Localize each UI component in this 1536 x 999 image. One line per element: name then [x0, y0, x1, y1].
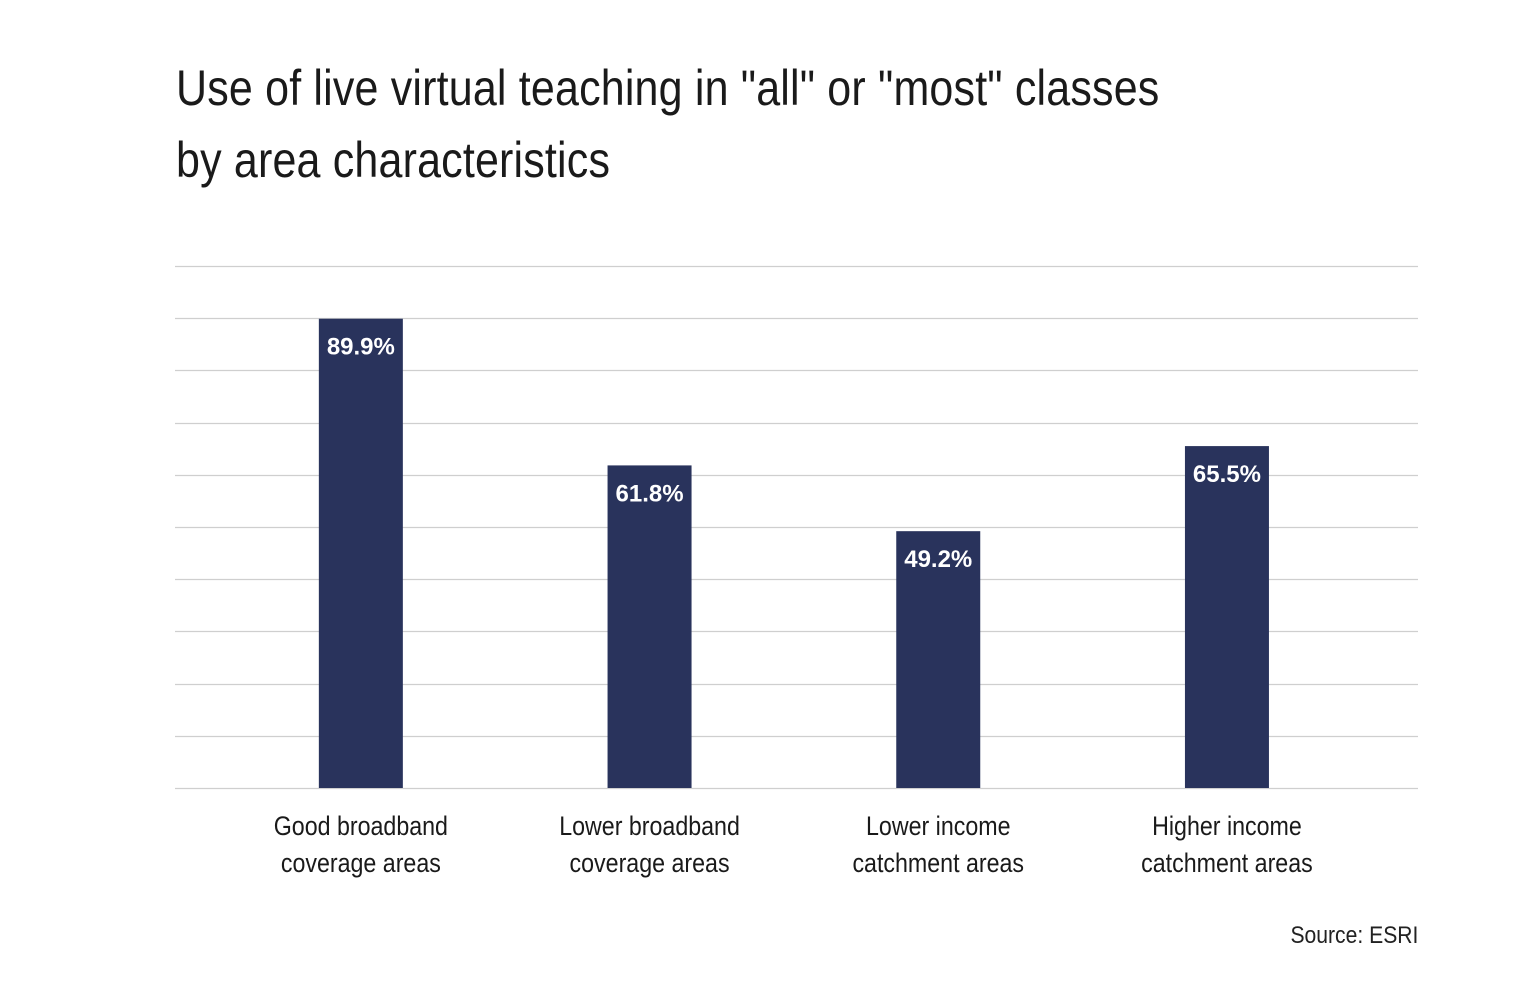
bar — [318, 318, 403, 788]
data-label: 61.8% — [616, 480, 684, 507]
bar — [896, 531, 981, 788]
data-label: 65.5% — [1193, 461, 1261, 488]
category-label: Lower broadband — [559, 811, 740, 841]
category-labels: Good broadband coverage areas Lower broadb… — [274, 811, 1313, 878]
bars — [318, 318, 1269, 788]
category-label: Good broadband — [274, 811, 448, 841]
category-label: coverage areas — [281, 848, 441, 878]
data-labels: 89.9% 61.8% 49.2% 65.5% — [327, 334, 1261, 573]
category-label: catchment areas — [1141, 848, 1313, 878]
chart-title-line-1: Use of live virtual teaching in "all" or… — [176, 60, 1160, 116]
chart-title-line-2: by area characteristics — [176, 132, 611, 188]
bar — [607, 465, 692, 788]
category-label: catchment areas — [852, 848, 1024, 878]
category-label: Lower income — [866, 811, 1010, 841]
bar — [1184, 446, 1269, 788]
data-label: 89.9% — [327, 334, 395, 361]
category-label: coverage areas — [570, 848, 730, 878]
source-note: Source: ESRI — [1290, 922, 1418, 949]
category-label: Higher income — [1152, 811, 1302, 841]
data-label: 49.2% — [904, 546, 972, 573]
chart-title: Use of live virtual teaching in "all" or… — [176, 52, 1208, 196]
